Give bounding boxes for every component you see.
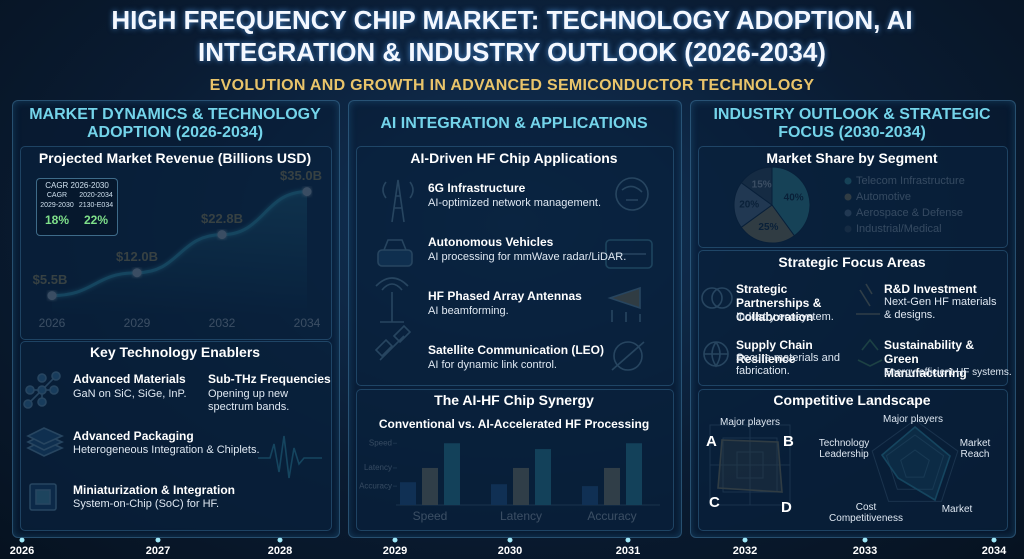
revenue-box xyxy=(20,146,332,340)
radar-corner: B xyxy=(783,433,794,450)
timeline-dot xyxy=(507,537,513,543)
item-text: Secure materials and fabrication. xyxy=(736,352,840,377)
share-box xyxy=(698,146,1008,248)
synergy-box xyxy=(356,389,674,531)
item-title: HF Phased Array Antennas xyxy=(428,289,582,303)
radar-label: Major players xyxy=(882,414,944,425)
item-title: Advanced Packaging xyxy=(73,429,194,443)
item-text: AI for dynamic link control. xyxy=(428,359,557,371)
item-title: Autonomous Vehicles xyxy=(428,235,554,249)
item-title: Supply Chain Resilience xyxy=(736,338,813,366)
timeline-label: 2033 xyxy=(853,545,877,557)
item-text: Industry ecosystem. xyxy=(736,311,834,323)
radar-label: Market xyxy=(941,504,973,515)
radar-corner: D xyxy=(781,499,792,516)
timeline-label: 2034 xyxy=(982,545,1007,557)
cagr-label: 2020-2034 xyxy=(79,192,113,199)
timeline-dot xyxy=(991,537,997,543)
cagr-value: 22% xyxy=(83,213,109,227)
item-text: Next-Gen HF materials & designs. xyxy=(884,296,997,321)
item-title: Satellite Communication (LEO) xyxy=(428,343,605,357)
item-text: AI-optimized network management. xyxy=(428,197,602,209)
section-subheading: Strategic Focus Areas xyxy=(778,254,926,270)
subtitle: EVOLUTION AND GROWTH IN ADVANCED SEMICON… xyxy=(209,77,815,94)
radar-label: Major players xyxy=(719,417,781,428)
chart-title: Conventional vs. AI-Accelerated HF Proce… xyxy=(378,417,650,431)
timeline-label: 2030 xyxy=(498,545,522,557)
enablers-box xyxy=(20,341,332,531)
item-text: System-on-Chip (SoC) for HF. xyxy=(73,498,220,510)
radar-label: Technology Leadership xyxy=(818,438,870,460)
timeline-dot xyxy=(155,537,161,543)
cagr-value: 18% xyxy=(44,213,70,227)
item-text: AI beamforming. xyxy=(428,305,509,317)
applications-box xyxy=(356,146,674,386)
chart-title: Market Share by Segment xyxy=(766,150,938,166)
cagr-title: CAGR 2026-2030 xyxy=(45,181,109,190)
timeline-label: 2032 xyxy=(733,545,757,557)
timeline-dot xyxy=(392,537,398,543)
section-heading: INDUSTRY OUTLOOK & STRATEGIC FOCUS (2030… xyxy=(713,106,991,141)
section-heading: AI INTEGRATION & APPLICATIONS xyxy=(380,115,648,132)
title: HIGH FREQUENCY CHIP MARKET: TECHNOLOGY A… xyxy=(111,5,913,67)
item-title: 6G Infrastructure xyxy=(428,181,526,195)
timeline-label: 2029 xyxy=(383,545,407,557)
item-title: Miniaturization & Integration xyxy=(73,483,235,497)
section-subheading: Competitive Landscape xyxy=(773,392,931,408)
timeline-dot xyxy=(277,537,283,543)
timeline-dot xyxy=(862,537,868,543)
item-title: Strategic Partnerships & Collaboration xyxy=(736,282,822,324)
radar-label: Market Reach xyxy=(959,438,991,460)
item-title: Sustainability & Green Manufacturing xyxy=(884,338,975,380)
item-title: Sub-THz Frequencies xyxy=(208,372,331,386)
timeline-label: 2031 xyxy=(616,545,640,557)
item-title: Advanced Materials xyxy=(73,372,186,386)
cagr-box: CAGR 2026-2030 CAGR 2020-2034 2029-2030 … xyxy=(36,178,118,236)
section-subheading: AI-Driven HF Chip Applications xyxy=(410,150,618,166)
cagr-period: 2130-E034 xyxy=(78,202,114,209)
timeline-dot xyxy=(625,537,631,543)
item-text: AI processing for mmWave radar/LiDAR. xyxy=(428,251,627,263)
section-subheading: The AI-HF Chip Synergy xyxy=(434,392,594,408)
item-text: GaN on SiC, SiGe, InP. xyxy=(73,388,187,400)
item-text: Opening up new spectrum bands. xyxy=(208,388,290,413)
item-text: Energy-efficient HF systems. xyxy=(884,367,1012,378)
radar-label: Cost Competitiveness xyxy=(829,502,903,524)
timeline-label: 2026 xyxy=(10,545,34,557)
item-text: Heterogeneous Integration & Chiplets. xyxy=(73,444,260,456)
cagr-period: 2029-2030 xyxy=(40,202,74,209)
section-heading: MARKET DYNAMICS & TECHNOLOGY ADOPTION (2… xyxy=(29,106,321,141)
strategic-box xyxy=(698,250,1008,386)
timeline-label: 2028 xyxy=(268,545,292,557)
radar-corner: A xyxy=(706,433,717,450)
timeline-dot xyxy=(742,537,748,543)
cagr-label: CAGR xyxy=(46,192,68,199)
timeline-dot xyxy=(19,537,25,543)
timeline-label: 2027 xyxy=(146,545,170,557)
radar-corner: C xyxy=(709,494,720,511)
competitive-box xyxy=(698,389,1008,531)
item-title: R&D Investment xyxy=(884,282,977,296)
section-subheading: Key Technology Enablers xyxy=(89,344,261,360)
chart-title: Projected Market Revenue (Billions USD) xyxy=(38,150,312,166)
